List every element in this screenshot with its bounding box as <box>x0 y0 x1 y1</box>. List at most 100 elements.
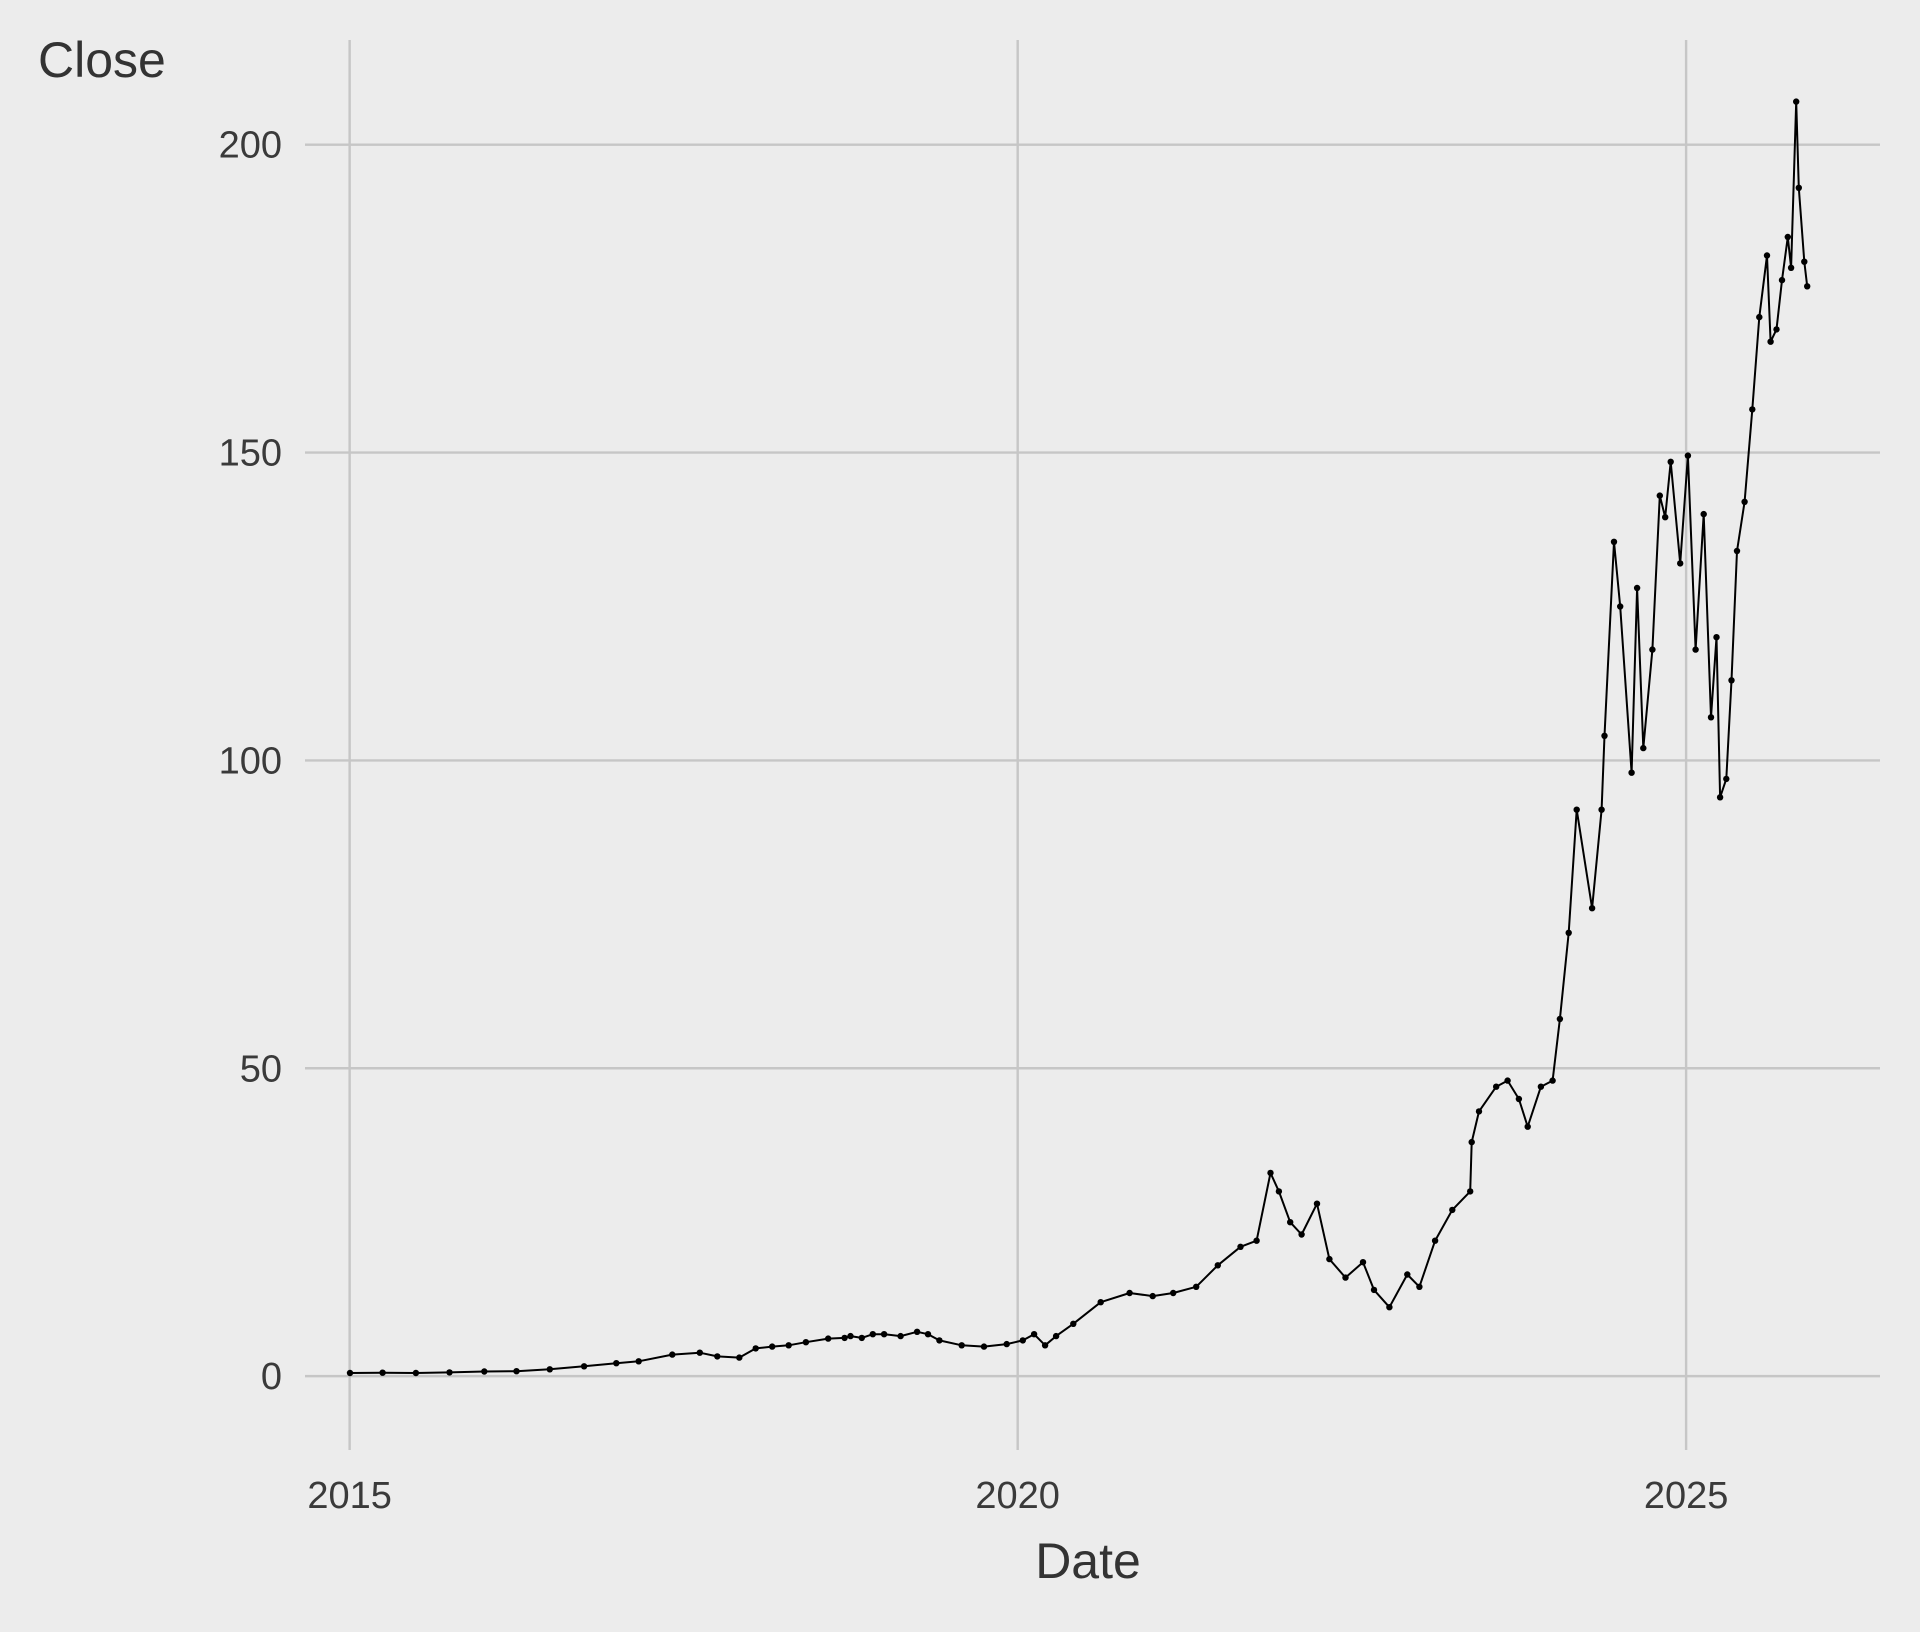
x-gridlines <box>348 40 1688 1450</box>
data-point <box>1416 1283 1423 1291</box>
data-point <box>913 1328 921 1336</box>
data-point <box>1019 1337 1026 1344</box>
data-point <box>1767 338 1774 345</box>
data-point <box>785 1342 792 1349</box>
data-point <box>1070 1320 1077 1328</box>
data-point <box>635 1358 642 1365</box>
data-point <box>1662 514 1669 521</box>
data-point <box>379 1369 386 1376</box>
x-tick-labels: 2015 2020 2025 <box>307 1475 1728 1517</box>
data-point <box>1778 276 1786 284</box>
data-point <box>1749 406 1756 413</box>
data-point <box>1677 560 1684 567</box>
data-point <box>769 1343 776 1350</box>
data-point <box>1773 326 1780 333</box>
x-axis-title: Date <box>1035 1533 1141 1589</box>
data-point <box>1763 252 1771 259</box>
data-point <box>1313 1200 1321 1207</box>
data-point <box>1537 1083 1545 1090</box>
data-point <box>1723 775 1730 783</box>
data-point <box>841 1334 848 1342</box>
data-point <box>1475 1108 1483 1115</box>
data-point <box>1588 905 1596 912</box>
data-point <box>1716 794 1724 801</box>
data-point <box>1214 1262 1222 1269</box>
data-point <box>1468 1138 1475 1146</box>
data-point <box>1601 732 1608 739</box>
data-point <box>1326 1255 1333 1263</box>
data-point <box>481 1368 488 1375</box>
data-point <box>1617 603 1624 610</box>
data-point <box>752 1345 759 1352</box>
data-point <box>1640 744 1647 752</box>
data-point <box>1030 1331 1038 1338</box>
data-point <box>1237 1243 1244 1251</box>
x-tick-label: 2015 <box>307 1475 392 1517</box>
data-point <box>1684 452 1692 459</box>
series-line <box>349 100 1809 1374</box>
data-point <box>1707 714 1715 721</box>
data-point <box>1700 510 1707 518</box>
data-point <box>1556 1015 1564 1023</box>
data-point <box>1573 806 1580 813</box>
y-tick-label: 150 <box>219 433 282 475</box>
data-point <box>546 1366 553 1373</box>
data-point <box>412 1369 420 1377</box>
y-gridlines <box>305 143 1880 1378</box>
data-point <box>669 1351 676 1358</box>
data-point <box>1515 1095 1523 1103</box>
data-point <box>1628 769 1635 776</box>
y-tick-labels: 0 50 100 150 200 <box>219 125 282 1398</box>
data-point <box>1493 1083 1500 1090</box>
data-point <box>936 1337 943 1344</box>
data-point <box>1801 258 1808 265</box>
y-tick-label: 200 <box>219 125 282 167</box>
data-point <box>1370 1286 1378 1294</box>
data-point <box>1449 1206 1456 1214</box>
data-point <box>1524 1123 1531 1130</box>
y-tick-label: 100 <box>219 740 282 782</box>
data-point <box>1342 1274 1349 1281</box>
data-point <box>1431 1237 1439 1244</box>
data-point <box>613 1360 620 1367</box>
data-point <box>1275 1188 1283 1195</box>
data-point <box>1386 1304 1393 1311</box>
data-point <box>847 1332 854 1340</box>
data-point <box>880 1331 888 1338</box>
data-point <box>1149 1292 1156 1300</box>
data-point <box>958 1342 965 1349</box>
data-point <box>1728 677 1735 684</box>
data-point <box>1565 929 1572 936</box>
data-point <box>1097 1299 1104 1306</box>
data-point <box>1787 264 1795 271</box>
data-point <box>1692 646 1699 653</box>
data-point <box>1713 634 1720 641</box>
data-point <box>1667 458 1674 465</box>
data-point <box>1404 1271 1411 1278</box>
data-point <box>1741 498 1748 505</box>
data-point <box>736 1354 743 1361</box>
data-point <box>1756 313 1763 321</box>
data-point <box>1549 1077 1556 1084</box>
data-point <box>1649 646 1656 653</box>
data-point <box>1003 1340 1010 1348</box>
data-point <box>1298 1231 1305 1238</box>
data-point <box>1253 1237 1260 1244</box>
data-point <box>1793 98 1800 105</box>
data-point <box>1598 806 1605 813</box>
data-point <box>696 1349 703 1356</box>
data-point <box>825 1335 832 1342</box>
data-point <box>714 1353 721 1360</box>
data-point <box>513 1368 520 1375</box>
y-axis-title: Close <box>38 32 166 88</box>
data-point <box>858 1334 865 1342</box>
data-point <box>346 1369 354 1377</box>
series-layer <box>346 98 1811 1377</box>
data-point <box>1633 584 1641 592</box>
data-point <box>1795 184 1803 191</box>
data-point <box>1733 547 1741 555</box>
data-point <box>1267 1169 1274 1177</box>
data-point <box>869 1331 876 1338</box>
data-point <box>1784 233 1792 241</box>
